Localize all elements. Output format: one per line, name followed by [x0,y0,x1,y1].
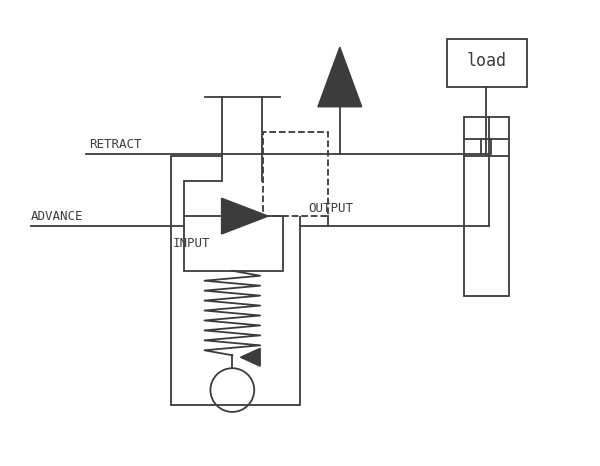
Text: OUTPUT: OUTPUT [308,202,353,215]
Bar [170,157,300,405]
Text: INPUT: INPUT [173,238,210,250]
Bar [464,116,509,295]
Polygon shape [318,47,362,107]
Text: load: load [467,52,507,70]
Polygon shape [221,198,268,234]
Polygon shape [241,348,260,366]
Text: RETRACT: RETRACT [89,138,142,151]
Bar [263,131,328,216]
Bar [184,181,283,271]
Text: ADVANCE: ADVANCE [31,210,84,223]
Bar [448,39,527,87]
